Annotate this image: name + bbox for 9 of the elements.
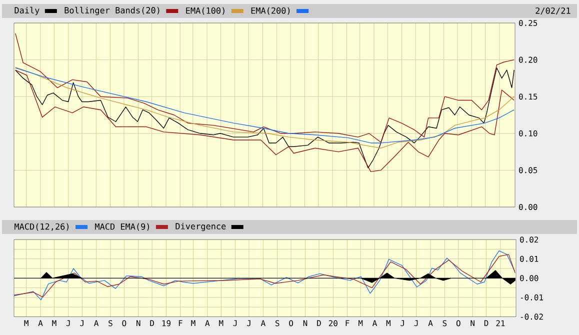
legend-label: Daily [14, 6, 40, 16]
legend-label: MACD(12,26) [14, 223, 69, 231]
line-series [15, 32, 514, 143]
text: 2/02/21 [536, 7, 570, 15]
legend-label: EMA(200) [251, 7, 290, 15]
legend-label: Divergence [176, 222, 226, 232]
legend-label: MACD EMA(9) [95, 223, 150, 231]
legend-label: Bollinger Bands(20) [64, 6, 160, 16]
legend-label: EMA(100) [186, 7, 224, 15]
